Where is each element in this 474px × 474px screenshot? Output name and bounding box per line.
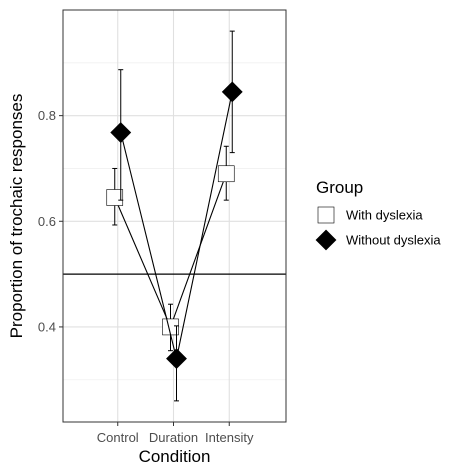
series-with-dyslexia [106, 145, 235, 352]
legend-key [315, 229, 337, 251]
data-point [217, 165, 235, 183]
data-point [221, 81, 243, 103]
data-point [106, 189, 124, 206]
y-tick-label: 0.8 [38, 108, 56, 123]
legend-title: Group [316, 178, 363, 197]
series-layer [106, 30, 243, 402]
x-axis-title: Condition [139, 447, 211, 466]
legend-key [317, 206, 335, 224]
legend-diamond-marker [315, 229, 337, 251]
y-axis: 0.4 0.6 0.8 [38, 108, 63, 334]
y-tick-label: 0.4 [38, 319, 56, 334]
legend-label: With dyslexia [346, 208, 423, 223]
series-without-dyslexia [110, 30, 243, 402]
y-axis-title: Proportion of trochaic responses [7, 94, 26, 339]
x-tick-label: Control [97, 430, 139, 445]
legend-label: Without dyslexia [346, 233, 441, 248]
panel-border [62, 9, 287, 423]
legend: Group With dyslexia Without dyslexia [315, 178, 441, 251]
x-tick-label: Duration [149, 430, 198, 445]
y-tick-label: 0.6 [38, 214, 56, 229]
x-tick-label: Intensity [205, 430, 254, 445]
data-point [110, 122, 132, 143]
data-point [166, 348, 187, 370]
legend-square-marker [317, 206, 335, 224]
x-axis: Control Duration Intensity [97, 422, 254, 445]
